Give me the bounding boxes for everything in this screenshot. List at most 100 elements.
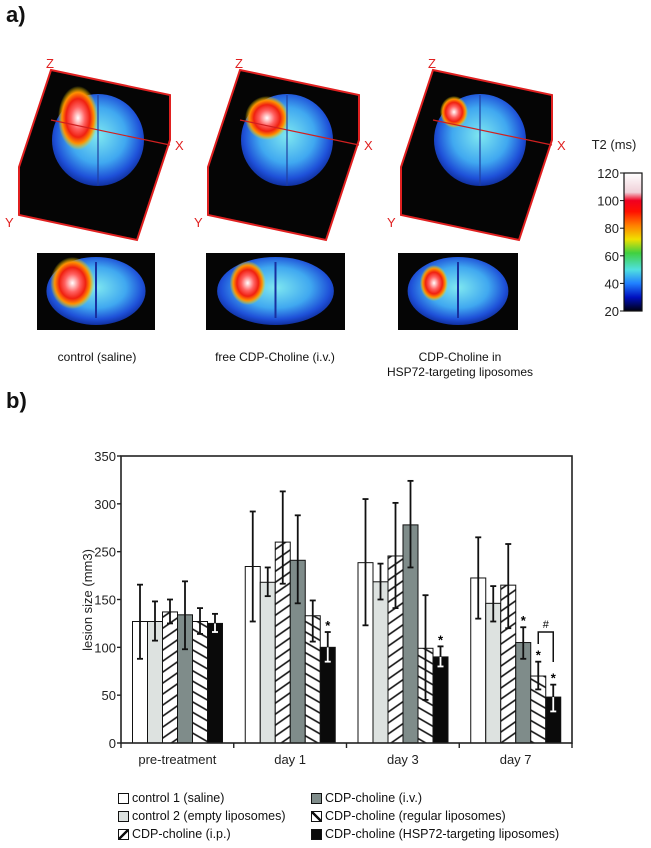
legend-label: CDP-choline (i.p.) [132,827,231,841]
bar-group-day-7: * * * [470,536,562,744]
error-bar [362,498,369,627]
error-bar [505,543,512,630]
x-axis-line [239,119,360,146]
bar [432,656,449,744]
lesion-region [50,257,95,309]
x-tick-label: day 1 [274,752,306,767]
legend-item: CDP-choline (regular liposomes) [311,809,506,823]
significance-star: * [325,618,331,633]
colorbar-tick-label: 20 [605,304,619,319]
colorbar-gradient [623,172,643,312]
error-bar [167,598,173,625]
colorbar-tick-label: 60 [605,249,619,264]
legend-label: CDP-choline (HSP72-targeting liposomes) [325,827,560,841]
error-bar [182,580,188,651]
error-bar [197,607,203,635]
axis-label-y: Y [387,215,396,230]
legend-item: control 1 (saline) [118,791,224,805]
error-bar [309,599,316,643]
legend-swatch [311,810,322,822]
caption-control: control (saline) [57,350,137,364]
colorbar-tick-label: 40 [605,276,619,291]
brain-slice-free-cdp [206,253,345,330]
legend-item: CDP-choline (HSP72-targeting liposomes) [311,827,559,841]
y-tick-label: 150 [94,593,116,608]
legend-swatch [118,828,129,840]
brain-slice-control [37,253,155,330]
axis-label-x: X [175,138,184,153]
bar [162,611,178,744]
bar [372,581,389,744]
y-tick-label: 50 [102,688,116,703]
caption-liposomes-line1: CDP-Choline in [418,350,502,364]
error-bar [475,536,482,620]
significance-star: * [521,613,527,628]
legend-swatch [118,792,129,804]
y-tick-label: 0 [109,736,116,751]
x-tick-label: pre-treatment [138,752,216,767]
y-tick-label: 250 [94,545,116,560]
significance-star: * [551,671,557,686]
error-bar [535,660,542,691]
x-tick-label: day 3 [387,752,419,767]
brain-3d-cube-control: Z X Y [5,56,184,242]
y-axis-label: lesion size (mm3) [80,549,95,651]
error-bar [324,631,331,663]
legend-label: control 1 (saline) [132,791,225,805]
y-tick-label: 100 [94,640,116,655]
y-tick-label: 350 [94,449,116,464]
legend-label: CDP-choline (i.v.) [325,791,423,805]
axis-label-x: X [364,138,373,153]
panel-a-label: a) [6,2,26,27]
legend-item: control 2 (empty liposomes) [118,809,286,823]
lesion-region [229,261,266,305]
colorbar-title: T2 (ms) [592,137,637,152]
brain-3d-cube-liposomes: Z X Y [387,56,566,242]
bar [192,621,208,744]
x-tick-label: day 7 [500,752,532,767]
axis-label-z: Z [235,56,243,71]
y-tick-label: 300 [94,497,116,512]
significance-bracket [537,631,554,662]
mri-panel: Z X Y Z X Y Z X Y T2 (ms) 120 100 80 60 40 20 [5,56,643,330]
error-bar [279,490,286,585]
brain-slice-liposomes [398,253,518,330]
error-bar [294,514,301,605]
error-bar [152,600,158,642]
significance-star: * [536,648,542,663]
caption-free-cdp: free CDP-Choline (i.v.) [215,350,335,364]
lesion-region [440,96,468,128]
error-bar [137,583,143,660]
error-bar [249,510,256,623]
lesion-region [245,96,289,140]
error-bar [437,645,444,668]
x-axis-line [50,119,171,146]
bar-group-day-1: * [244,490,336,744]
colorbar-tick-label: 80 [605,221,619,236]
legend-item: CDP-choline (i.v.) [311,791,422,805]
axis-label-x: X [557,138,566,153]
legend-label: CDP-choline (regular liposomes) [325,809,506,823]
error-bar [407,479,414,569]
legend-item: CDP-choline (i.p.) [118,827,231,841]
legend-label: control 2 (empty liposomes) [132,809,286,823]
error-bar [490,585,497,623]
error-bar [550,683,557,713]
bar [207,622,223,744]
hash-annotation: # [543,619,550,631]
error-bar [212,612,218,633]
legend-swatch [118,810,129,822]
lesion-region [58,86,98,150]
axis-label-z: Z [428,56,436,71]
colorbar-tick-label: 100 [597,194,619,209]
caption-liposomes-line2: HSP72-targeting liposomes [386,365,534,379]
bar-group-day-3: * [357,479,449,744]
axis-label-y: Y [5,215,14,230]
colorbar: T2 (ms) 120 100 80 60 40 20 [592,137,643,319]
error-bar [422,594,429,701]
brain-3d-cube-free-cdp: Z X Y [194,56,373,242]
panel-b-label: b) [6,388,27,413]
error-bar [264,566,271,598]
legend-swatch [311,792,322,804]
bar [259,581,276,744]
